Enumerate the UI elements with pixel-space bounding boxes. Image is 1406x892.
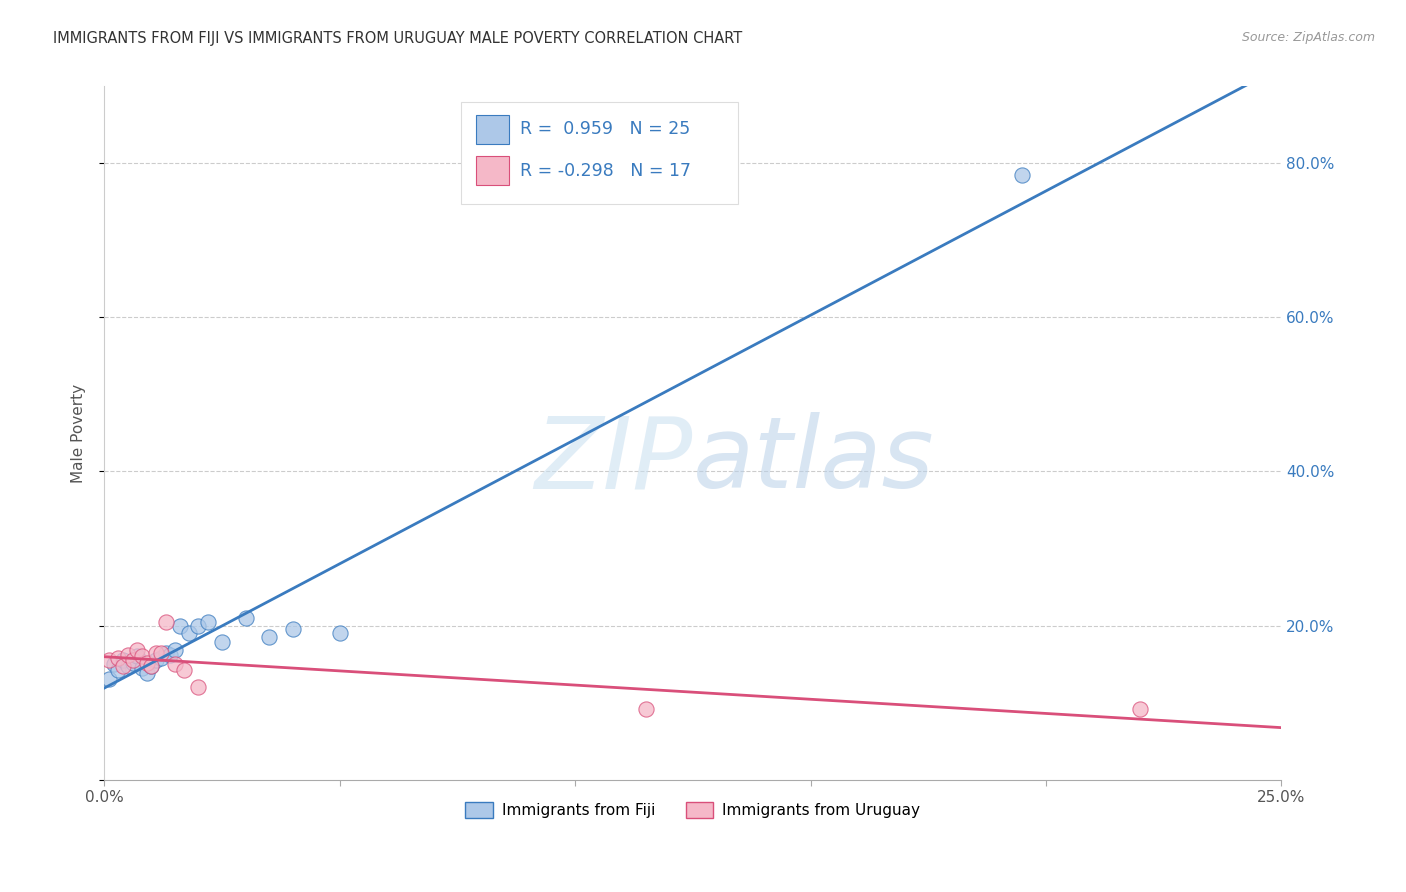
Legend: Immigrants from Fiji, Immigrants from Uruguay: Immigrants from Fiji, Immigrants from Ur… [460, 796, 927, 824]
Point [131, 661, 153, 675]
Point [177, 626, 200, 640]
Point [155, 615, 177, 629]
Point [1011, 168, 1033, 182]
Point [98, 673, 121, 687]
Y-axis label: Male Poverty: Male Poverty [72, 384, 86, 483]
Text: IMMIGRANTS FROM FIJI VS IMMIGRANTS FROM URUGUAY MALE POVERTY CORRELATION CHART: IMMIGRANTS FROM FIJI VS IMMIGRANTS FROM … [53, 31, 742, 46]
Point [329, 626, 352, 640]
Point [112, 658, 135, 673]
Point [107, 663, 129, 677]
Point [135, 666, 157, 681]
Point [149, 646, 172, 660]
Point [103, 657, 125, 671]
Point [121, 656, 143, 670]
Point [187, 618, 209, 632]
Point [159, 648, 181, 662]
Point [187, 680, 209, 694]
Point [98, 653, 121, 667]
Point [1129, 702, 1152, 716]
Text: atlas: atlas [693, 412, 935, 509]
Point [141, 658, 163, 673]
Point [281, 623, 304, 637]
Point [211, 635, 233, 649]
Point [107, 651, 129, 665]
Point [163, 657, 186, 671]
Point [257, 630, 280, 644]
Text: R =  0.959   N = 25: R = 0.959 N = 25 [520, 120, 690, 138]
Point [155, 646, 177, 660]
Point [169, 618, 191, 632]
FancyBboxPatch shape [477, 156, 509, 186]
Point [117, 648, 139, 662]
FancyBboxPatch shape [477, 115, 509, 144]
Point [173, 663, 195, 677]
Point [163, 643, 186, 657]
Point [145, 646, 167, 660]
Point [112, 653, 135, 667]
FancyBboxPatch shape [461, 102, 738, 204]
Point [131, 649, 153, 664]
Point [127, 643, 149, 657]
Point [149, 651, 172, 665]
Point [235, 611, 257, 625]
Text: ZIP: ZIP [534, 412, 693, 509]
Text: R = -0.298   N = 17: R = -0.298 N = 17 [520, 162, 690, 180]
Point [145, 653, 167, 667]
Point [634, 702, 657, 716]
Point [121, 653, 143, 667]
Point [141, 658, 163, 673]
Point [197, 615, 219, 629]
Text: Source: ZipAtlas.com: Source: ZipAtlas.com [1241, 31, 1375, 45]
Point [135, 656, 157, 670]
Point [117, 658, 139, 673]
Point [127, 649, 149, 664]
